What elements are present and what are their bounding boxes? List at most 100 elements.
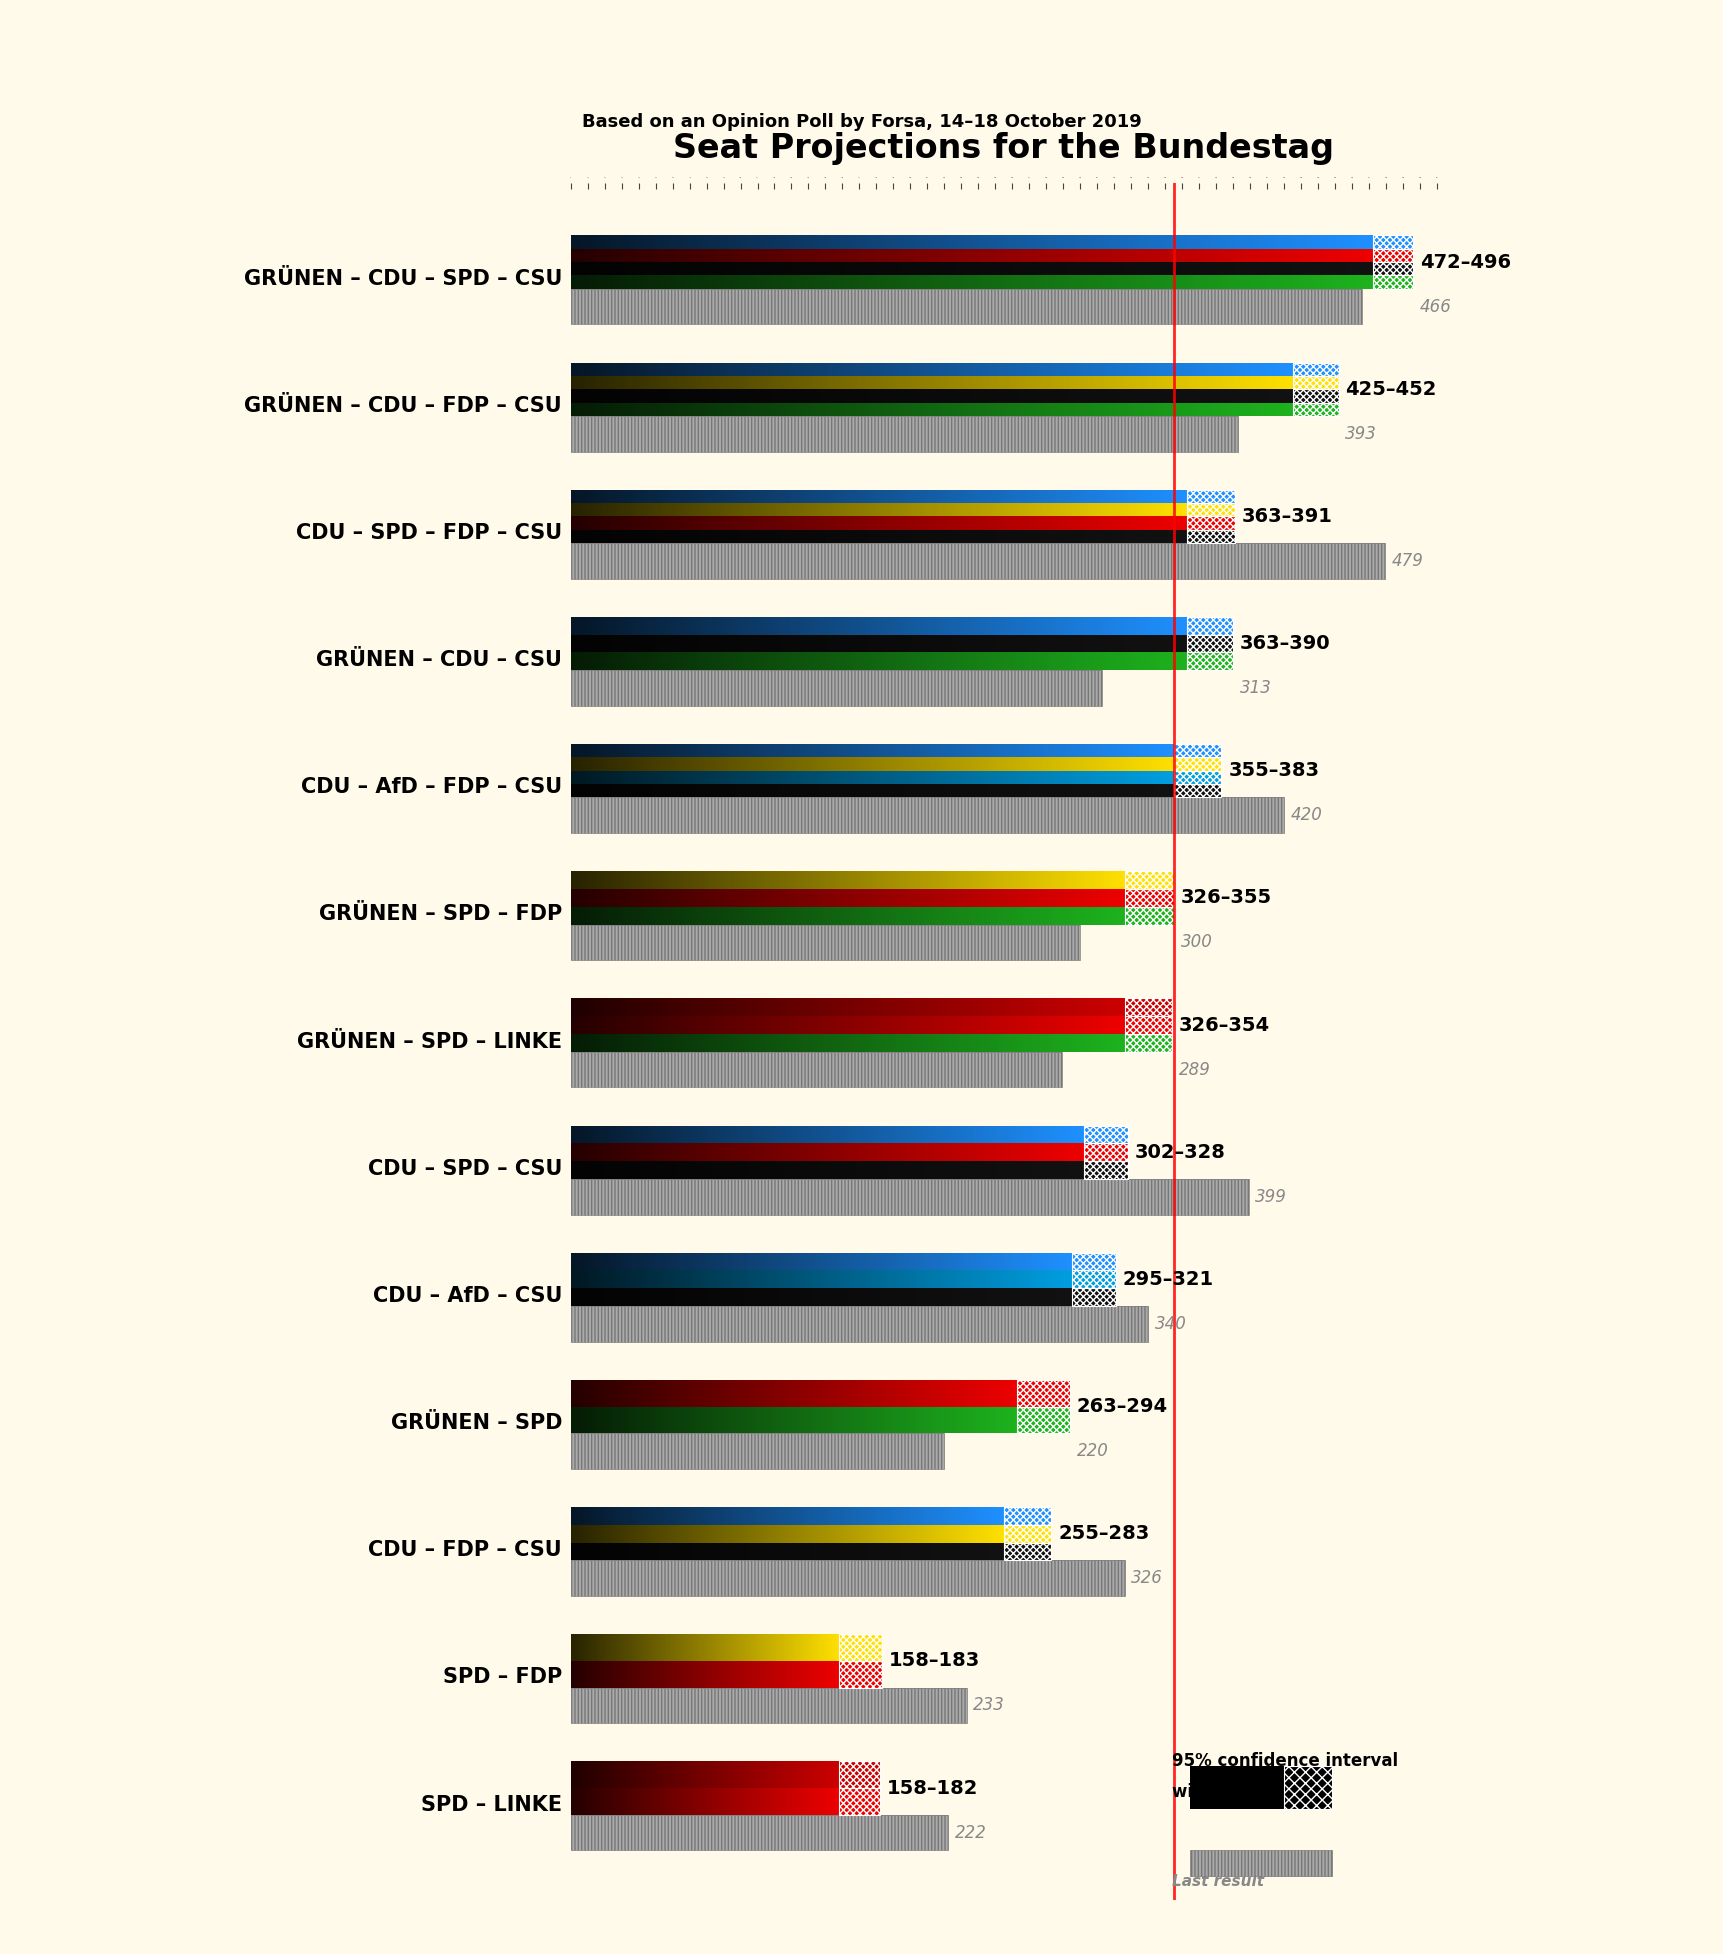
Bar (751, 1661, 753, 1688)
Bar (894, 530, 898, 543)
Bar (570, 1051, 1061, 1086)
Bar (598, 1661, 600, 1688)
Bar (982, 1407, 986, 1432)
Bar (841, 1380, 844, 1407)
Bar (806, 1380, 810, 1407)
Bar (851, 1507, 855, 1524)
Bar (651, 1634, 653, 1661)
Bar (731, 758, 734, 770)
Bar (1080, 617, 1082, 635)
Bar (753, 1143, 756, 1161)
Bar (1122, 635, 1123, 653)
Bar (1048, 1270, 1051, 1288)
Bar (634, 758, 638, 770)
Bar (991, 998, 994, 1016)
Bar (700, 1288, 701, 1305)
Bar (606, 1661, 608, 1688)
Bar (736, 389, 739, 403)
Bar (1327, 276, 1330, 289)
Bar (967, 889, 970, 907)
Bar (893, 871, 896, 889)
Bar (691, 1661, 693, 1688)
Bar (930, 907, 932, 924)
Bar (834, 744, 836, 758)
Bar (600, 784, 603, 797)
Bar (656, 1016, 660, 1034)
Bar (963, 1542, 965, 1561)
Bar (737, 1761, 739, 1788)
Bar (696, 1143, 700, 1161)
Bar (1161, 234, 1165, 248)
Bar (829, 234, 832, 248)
Bar (706, 234, 710, 248)
Bar (632, 907, 636, 924)
Bar (606, 1270, 610, 1288)
Bar (844, 502, 846, 516)
Bar (731, 1788, 732, 1815)
Bar (717, 1507, 720, 1524)
Bar (572, 617, 575, 635)
Bar (893, 1253, 894, 1270)
Bar (929, 248, 932, 262)
Bar (1032, 389, 1036, 403)
Bar (880, 653, 884, 670)
Bar (806, 375, 810, 389)
Bar (1068, 403, 1072, 416)
Bar (1058, 1016, 1060, 1034)
Bar (582, 363, 586, 375)
Bar (729, 1407, 731, 1432)
Bar (977, 1380, 979, 1407)
Bar (781, 1761, 782, 1788)
Bar (663, 758, 665, 770)
Bar (1072, 1253, 1115, 1270)
Bar (822, 1507, 824, 1524)
Bar (991, 403, 994, 416)
Bar (874, 1288, 877, 1305)
Bar (670, 1143, 672, 1161)
Bar (899, 502, 901, 516)
Bar (824, 248, 827, 262)
Bar (693, 1143, 696, 1161)
Bar (684, 403, 686, 416)
Bar (656, 403, 660, 416)
Bar (1213, 403, 1216, 416)
Bar (836, 998, 839, 1016)
Bar (736, 248, 739, 262)
Bar (994, 1034, 998, 1051)
Bar (763, 635, 767, 653)
Bar (629, 744, 631, 758)
Bar (779, 1788, 781, 1815)
Bar (634, 262, 638, 276)
Bar (1082, 389, 1085, 403)
Bar (932, 1270, 936, 1288)
Bar (1060, 1126, 1061, 1143)
Bar (1020, 758, 1023, 770)
Bar (1034, 653, 1037, 670)
Bar (1132, 653, 1134, 670)
Bar (639, 1253, 641, 1270)
Bar (939, 248, 942, 262)
Bar (1087, 770, 1089, 784)
Bar (991, 889, 994, 907)
Bar (1292, 389, 1337, 403)
Bar (775, 490, 779, 502)
Bar (977, 1288, 980, 1305)
Bar (803, 1288, 805, 1305)
Bar (651, 1143, 653, 1161)
Bar (696, 248, 700, 262)
Bar (977, 770, 979, 784)
Bar (856, 389, 860, 403)
Bar (789, 1661, 791, 1688)
Bar (1067, 758, 1070, 770)
Bar (572, 490, 575, 502)
Bar (622, 744, 625, 758)
Bar (963, 889, 967, 907)
Bar (991, 1143, 994, 1161)
Bar (1041, 262, 1044, 276)
Bar (1099, 1016, 1103, 1034)
Bar (655, 1788, 656, 1815)
Bar (743, 1016, 744, 1034)
Bar (827, 234, 830, 248)
Bar (803, 784, 806, 797)
Bar (851, 1380, 855, 1407)
